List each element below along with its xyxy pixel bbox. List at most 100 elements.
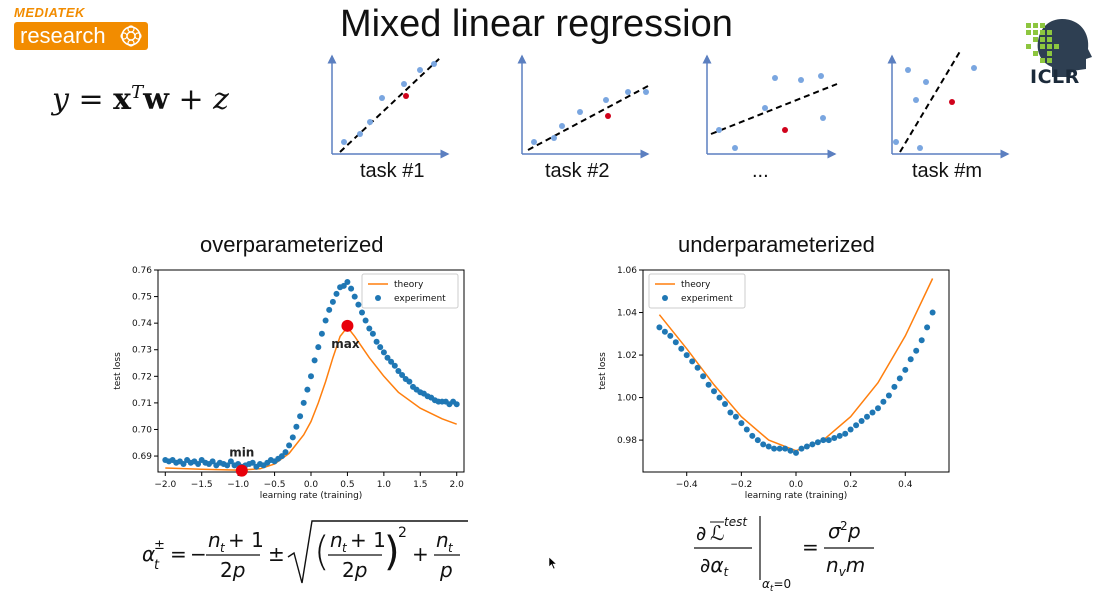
min-annotation: min xyxy=(229,446,254,460)
experiment-point xyxy=(678,345,685,352)
experiment-point xyxy=(351,293,358,300)
legend-box xyxy=(648,273,746,309)
y-axis-label: test loss xyxy=(113,352,123,390)
experiment-point xyxy=(732,413,739,420)
experiment-point xyxy=(743,426,750,433)
svg-text:∂: ∂ xyxy=(696,521,706,545)
experiment-point xyxy=(875,405,881,412)
max-annotation: max xyxy=(331,337,360,351)
experiment-point xyxy=(858,418,865,424)
svg-text:t: t xyxy=(342,541,348,555)
experiment-point xyxy=(249,459,256,466)
experiment-point xyxy=(366,325,373,332)
experiment-point xyxy=(315,344,322,351)
research-logo: research xyxy=(14,22,148,50)
experiment-point xyxy=(362,317,369,324)
experiment-point xyxy=(782,445,789,452)
y-tick-label: 0.73 xyxy=(132,346,152,356)
y-axis-label: test loss xyxy=(598,352,608,390)
legend-experiment-label: experiment xyxy=(681,294,733,304)
svg-text:t: t xyxy=(154,558,160,573)
experiment-point xyxy=(913,347,920,354)
experiment-point xyxy=(661,328,668,335)
experiment-point xyxy=(705,381,712,388)
svg-text:+: + xyxy=(412,542,429,566)
x-tick-label: 1.5 xyxy=(413,480,427,490)
research-logo-text: research xyxy=(20,23,106,48)
x-tick-label: 1.0 xyxy=(377,480,392,490)
experiment-point xyxy=(667,332,674,339)
experiment-point xyxy=(809,441,816,448)
svg-text:α: α xyxy=(142,542,155,566)
experiment-point xyxy=(836,432,843,439)
experiment-point xyxy=(672,339,679,346)
experiment-point xyxy=(776,445,783,452)
svg-text:n: n xyxy=(436,528,449,552)
experiment-point xyxy=(380,349,387,356)
svg-text:n: n xyxy=(330,528,343,552)
experiment-point xyxy=(329,298,336,305)
task-illustrations xyxy=(327,50,1010,159)
experiment-point xyxy=(793,449,799,456)
experiment-point xyxy=(907,356,914,363)
experiment-point xyxy=(308,373,314,380)
flower-logo-icon xyxy=(120,25,142,47)
legend-box xyxy=(361,273,459,309)
underparameterized-chart: −0.4 −0.2 0.0 0.2 0.4 0.98 1.00 1.02 1.04 1.06 lea… xyxy=(598,266,950,501)
experiment-point xyxy=(798,445,805,452)
overparameterized-chart: −2.0 −1.5 −1.0 −0.5 0.0 0.5 1.0 1.5 2.0 0.69 0.70 0… xyxy=(113,266,465,501)
experiment-point xyxy=(864,413,870,420)
x-tick-label: −1.0 xyxy=(227,480,249,490)
experiment-point xyxy=(384,354,391,361)
experiment-point xyxy=(399,372,406,378)
experiment-point xyxy=(289,434,296,441)
experiment-point xyxy=(885,392,892,399)
experiment-point xyxy=(847,426,854,433)
task-m-label: task #m xyxy=(912,160,983,182)
y-tick-label: 1.06 xyxy=(617,266,637,276)
theory-line xyxy=(165,325,457,471)
svg-text:−: − xyxy=(190,542,207,566)
experiment-point xyxy=(293,423,300,430)
svg-text:2: 2 xyxy=(840,519,848,533)
svg-text:(: ( xyxy=(314,529,330,575)
experiment-point xyxy=(820,437,827,444)
experiment-point xyxy=(297,413,304,420)
y-tick-label: 0.72 xyxy=(132,372,152,382)
svg-text:=: = xyxy=(802,535,819,559)
experiment-point xyxy=(754,437,761,444)
x-tick-label: 0.4 xyxy=(898,480,913,490)
mouse-cursor-icon xyxy=(548,556,558,570)
experiment-point xyxy=(814,439,821,446)
experiment-point xyxy=(880,398,887,405)
model-equation: y = xTw + z xyxy=(52,82,229,117)
experiment-point xyxy=(771,445,778,452)
experiment-point xyxy=(831,435,838,441)
experiment-point xyxy=(373,338,380,345)
experiment-point xyxy=(722,401,728,407)
y-tick-label: 0.75 xyxy=(132,293,152,303)
experiment-point xyxy=(765,443,772,450)
svg-text:ℒ: ℒ xyxy=(710,521,724,545)
experiment-point xyxy=(803,443,810,450)
x-tick-label: 0.0 xyxy=(304,480,319,490)
experiment-point xyxy=(929,309,936,316)
experiment-point xyxy=(924,324,931,331)
experiment-point xyxy=(227,458,234,465)
experiment-point xyxy=(406,378,413,385)
task-m-plot xyxy=(887,50,1010,159)
svg-text:2: 2 xyxy=(398,525,407,541)
experiment-point xyxy=(869,409,876,416)
min-marker xyxy=(235,464,248,477)
svg-text:nvm: nvm xyxy=(826,553,865,579)
experiment-point xyxy=(694,364,701,371)
experiment-point xyxy=(333,290,340,297)
y-tick-label: 0.71 xyxy=(132,399,152,409)
experiment-point xyxy=(326,306,333,313)
task-2-label: task #2 xyxy=(545,160,610,182)
experiment-point xyxy=(853,422,860,429)
experiment-point xyxy=(716,394,723,401)
svg-text:+ 1: + 1 xyxy=(228,528,264,552)
